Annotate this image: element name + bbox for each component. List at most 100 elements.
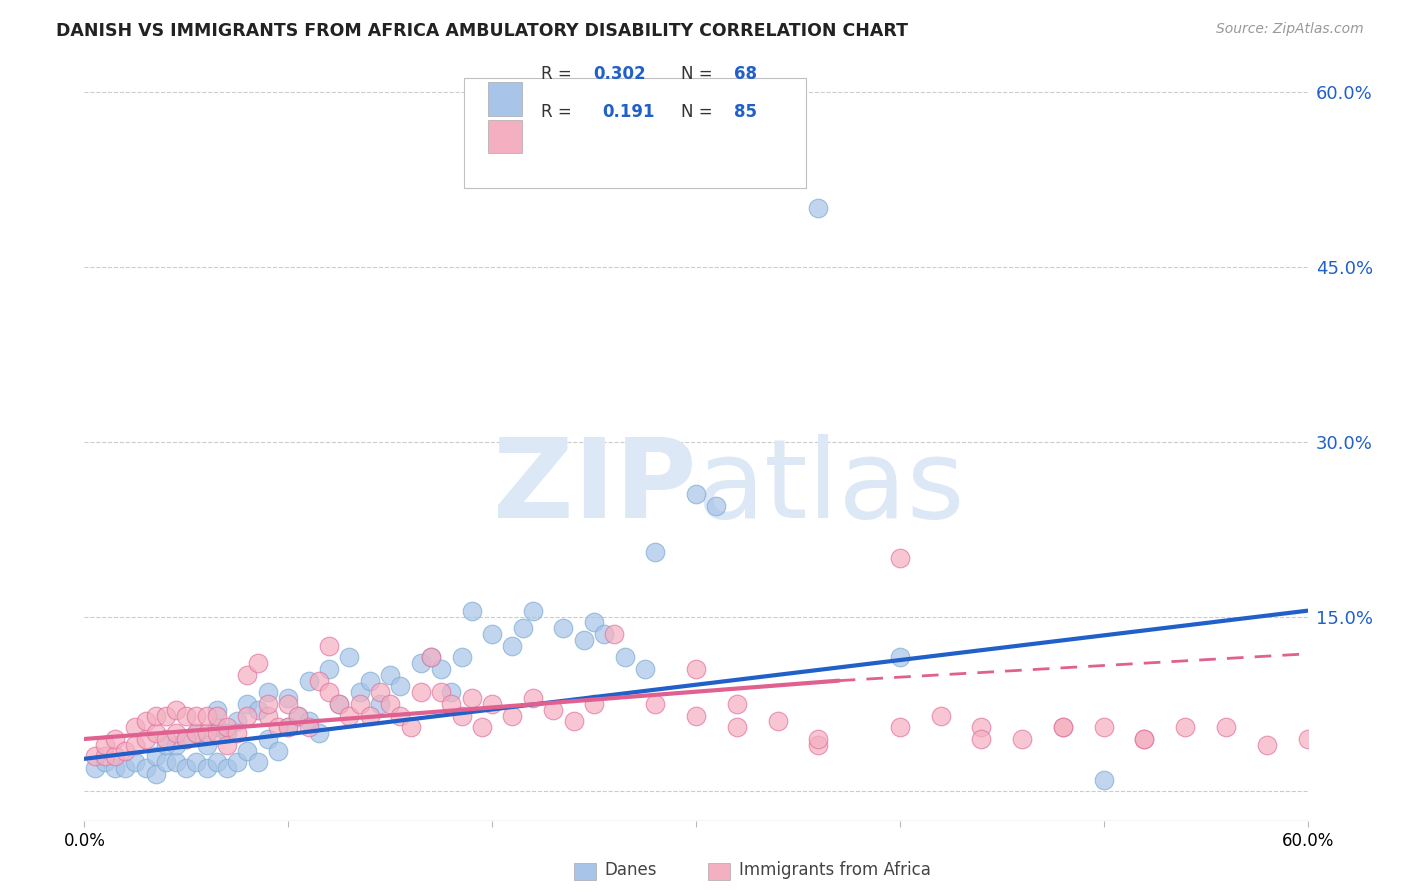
Point xyxy=(368,685,391,699)
Point xyxy=(807,201,830,215)
Point xyxy=(339,650,361,665)
Point xyxy=(155,738,177,752)
Point xyxy=(93,749,115,764)
Point xyxy=(267,720,290,734)
Point xyxy=(450,708,472,723)
Point xyxy=(287,708,309,723)
Point xyxy=(766,714,789,729)
Text: ZIP: ZIP xyxy=(492,434,696,541)
Point xyxy=(685,487,707,501)
Point xyxy=(1174,720,1197,734)
Point xyxy=(644,545,666,559)
Point xyxy=(186,726,208,740)
Point xyxy=(318,662,340,676)
Text: N =: N = xyxy=(682,103,718,120)
Point xyxy=(186,726,208,740)
Point xyxy=(174,708,197,723)
Point xyxy=(807,731,830,746)
Point xyxy=(124,756,146,770)
Point xyxy=(145,767,167,781)
Point xyxy=(583,615,606,630)
Point xyxy=(522,691,544,706)
Point xyxy=(236,708,259,723)
Point xyxy=(706,499,728,513)
Text: 85: 85 xyxy=(734,103,756,120)
Point xyxy=(807,738,830,752)
Point xyxy=(562,714,585,729)
FancyBboxPatch shape xyxy=(464,78,806,187)
Text: atlas: atlas xyxy=(696,434,965,541)
Point xyxy=(420,650,443,665)
FancyBboxPatch shape xyxy=(574,863,596,880)
Text: Immigrants from Africa: Immigrants from Africa xyxy=(738,861,931,879)
Point xyxy=(512,621,534,635)
Point xyxy=(145,708,167,723)
Point xyxy=(725,697,748,711)
Point xyxy=(298,720,321,734)
Point xyxy=(1092,720,1115,734)
Text: N =: N = xyxy=(682,65,718,83)
Point xyxy=(267,744,290,758)
Point xyxy=(226,714,249,729)
Point xyxy=(165,738,187,752)
Point xyxy=(389,680,412,694)
Point xyxy=(145,726,167,740)
Point xyxy=(246,756,269,770)
Point xyxy=(471,720,494,734)
Point xyxy=(1011,731,1033,746)
Point xyxy=(114,744,136,758)
Point xyxy=(970,731,993,746)
Point xyxy=(135,731,157,746)
Point xyxy=(217,738,239,752)
Point xyxy=(430,685,453,699)
Point xyxy=(1133,731,1156,746)
Point xyxy=(970,720,993,734)
Point xyxy=(1296,731,1319,746)
Text: Source: ZipAtlas.com: Source: ZipAtlas.com xyxy=(1216,22,1364,37)
Point xyxy=(93,738,115,752)
Point xyxy=(430,662,453,676)
Point xyxy=(246,703,269,717)
Point xyxy=(174,731,197,746)
Point xyxy=(583,697,606,711)
Point xyxy=(298,714,321,729)
Point xyxy=(226,756,249,770)
Point xyxy=(1256,738,1278,752)
Point xyxy=(593,627,616,641)
Point xyxy=(572,632,595,647)
Point xyxy=(205,720,228,734)
Point xyxy=(186,756,208,770)
Point xyxy=(155,756,177,770)
FancyBboxPatch shape xyxy=(488,82,522,116)
Point xyxy=(165,756,187,770)
Point xyxy=(685,708,707,723)
Point xyxy=(502,708,524,723)
Point xyxy=(277,720,299,734)
Point xyxy=(83,761,105,775)
FancyBboxPatch shape xyxy=(488,120,522,153)
Point xyxy=(257,685,280,699)
Point xyxy=(1092,772,1115,787)
Point xyxy=(287,708,309,723)
Point xyxy=(83,749,105,764)
Point xyxy=(461,604,484,618)
Text: 0.191: 0.191 xyxy=(602,103,654,120)
Point xyxy=(145,749,167,764)
Point xyxy=(368,697,391,711)
Point xyxy=(195,738,218,752)
Point xyxy=(135,714,157,729)
Point xyxy=(205,708,228,723)
Point xyxy=(1215,720,1237,734)
Point xyxy=(522,604,544,618)
Point xyxy=(135,761,157,775)
Text: 68: 68 xyxy=(734,65,756,83)
Point xyxy=(603,627,626,641)
Point xyxy=(257,731,280,746)
Point xyxy=(725,720,748,734)
Point xyxy=(257,708,280,723)
Point xyxy=(124,720,146,734)
Point xyxy=(104,761,127,775)
Point xyxy=(461,691,484,706)
Point xyxy=(502,639,524,653)
Point xyxy=(217,761,239,775)
